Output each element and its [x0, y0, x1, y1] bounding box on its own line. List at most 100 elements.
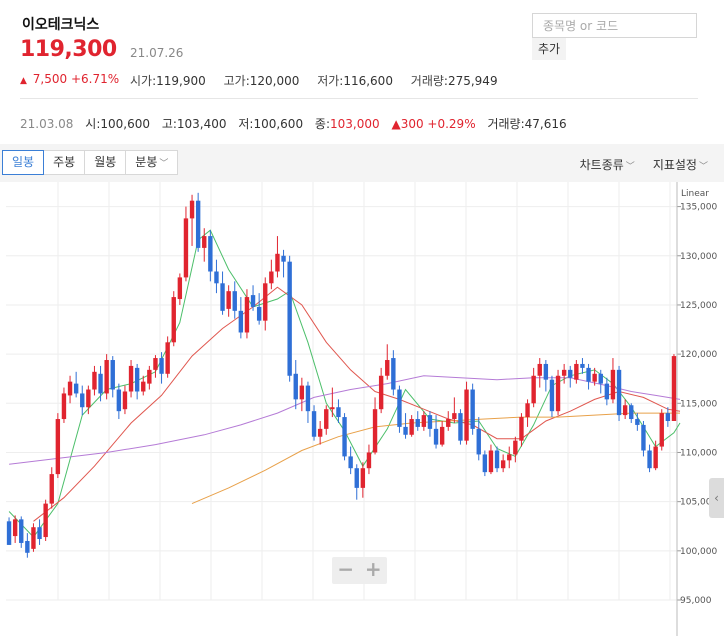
candle-body: [647, 450, 652, 469]
ma-line-5: [8, 229, 681, 538]
candle-body: [238, 310, 244, 333]
indicator-settings-dropdown[interactable]: 지표설정 ﹀: [652, 158, 708, 172]
candle: [12, 515, 18, 543]
candle-body: [488, 450, 494, 473]
candle-body: [153, 358, 158, 370]
zoom-in-button[interactable]: +: [364, 557, 382, 581]
zoom-out-button[interactable]: −: [337, 557, 355, 581]
candle-body: [421, 415, 427, 427]
side-panel-toggle[interactable]: ‹: [709, 478, 724, 518]
candle-body: [220, 283, 225, 311]
candle: [397, 385, 402, 433]
candle: [543, 360, 549, 392]
candle-body: [397, 389, 402, 427]
candle: [226, 285, 231, 317]
candle: [513, 436, 518, 463]
candle: [73, 371, 79, 398]
hover-date: 21.03.08: [20, 117, 74, 131]
candle-body: [427, 415, 433, 429]
candle-body: [635, 419, 640, 425]
candle: [427, 411, 433, 437]
candle: [482, 450, 488, 477]
candle-body: [55, 419, 61, 475]
candle-body: [537, 363, 542, 376]
stock-search-input[interactable]: [532, 13, 697, 38]
candle: [171, 291, 176, 347]
candle: [507, 446, 512, 469]
candle-body: [6, 521, 12, 545]
candle: [110, 356, 115, 398]
candle-body: [324, 409, 329, 429]
candle: [116, 383, 122, 420]
candle: [104, 354, 109, 400]
candle: [421, 411, 427, 431]
candle-body: [104, 360, 109, 394]
candle-body: [122, 391, 128, 410]
tab-monthly[interactable]: 월봉: [84, 150, 127, 175]
stock-name: 이오테크닉스: [22, 17, 100, 33]
candle: [555, 369, 561, 416]
candle: [80, 385, 85, 416]
candle-body: [464, 389, 469, 441]
candle-body: [98, 373, 103, 394]
candle: [446, 411, 451, 431]
tab-minute[interactable]: 분봉 ﹀: [125, 150, 179, 175]
candle-body: [275, 253, 280, 272]
candle-body: [555, 375, 561, 412]
candle: [43, 499, 48, 541]
candle-body: [287, 261, 292, 376]
y-tick-label: 120,000: [680, 350, 717, 360]
candle-body: [171, 297, 176, 343]
candle-body: [616, 369, 622, 416]
candle-body: [134, 367, 140, 392]
candle-body: [507, 454, 512, 461]
candle-body: [250, 295, 256, 307]
chart-svg: 95,000 100,000 105,000 110,000 115,000 120,00…: [6, 182, 717, 636]
candle-body: [37, 527, 42, 540]
candle: [464, 381, 469, 445]
candle: [208, 230, 213, 282]
candle: [433, 415, 439, 449]
candle: [519, 413, 524, 447]
add-stock-button[interactable]: 추가: [532, 38, 566, 60]
candle-body: [31, 527, 36, 549]
candle: [354, 464, 359, 500]
candle-body: [659, 413, 664, 447]
candle-body: [73, 383, 79, 394]
candle-body: [208, 236, 213, 272]
candle: [202, 228, 207, 262]
candle-body: [622, 405, 628, 416]
price-date: 21.07.26: [130, 46, 184, 60]
candle-body: [256, 306, 262, 321]
candle: [671, 354, 677, 421]
candle: [574, 360, 579, 384]
candle-body: [342, 417, 347, 457]
candle-body: [415, 419, 420, 427]
candle: [128, 360, 134, 398]
tab-daily[interactable]: 일봉: [2, 150, 45, 175]
tab-weekly[interactable]: 주봉: [43, 150, 86, 175]
candle: [537, 358, 542, 388]
candle-body: [629, 405, 634, 420]
chart-type-dropdown[interactable]: 차트종류 ﹀: [579, 158, 635, 172]
candle-body: [195, 200, 201, 248]
hover-change: ▲300 +0.29%: [391, 117, 476, 131]
candle-body: [561, 369, 567, 376]
candle: [391, 350, 396, 396]
price-change: ▲ 7,500 +6.71%: [20, 72, 119, 86]
candle: [122, 385, 128, 415]
candle-body: [317, 428, 323, 437]
y-tick-label: 110,000: [680, 448, 717, 458]
candle: [299, 377, 305, 412]
candle: [500, 454, 506, 473]
candle: [580, 358, 585, 374]
candle-body: [531, 375, 536, 404]
candle: [55, 413, 61, 479]
candle: [366, 444, 372, 475]
candlestick-chart[interactable]: 95,000 100,000 105,000 110,000 115,000 120,00…: [0, 182, 724, 636]
candle-body: [671, 356, 677, 421]
y-tick-label: 115,000: [680, 399, 717, 409]
y-tick-label: 105,000: [680, 498, 717, 508]
header-divider: [20, 98, 698, 99]
y-tick-label: 125,000: [680, 301, 717, 311]
